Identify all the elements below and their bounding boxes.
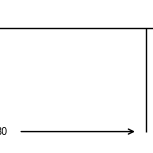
Text: 80: 80 [0,127,8,137]
